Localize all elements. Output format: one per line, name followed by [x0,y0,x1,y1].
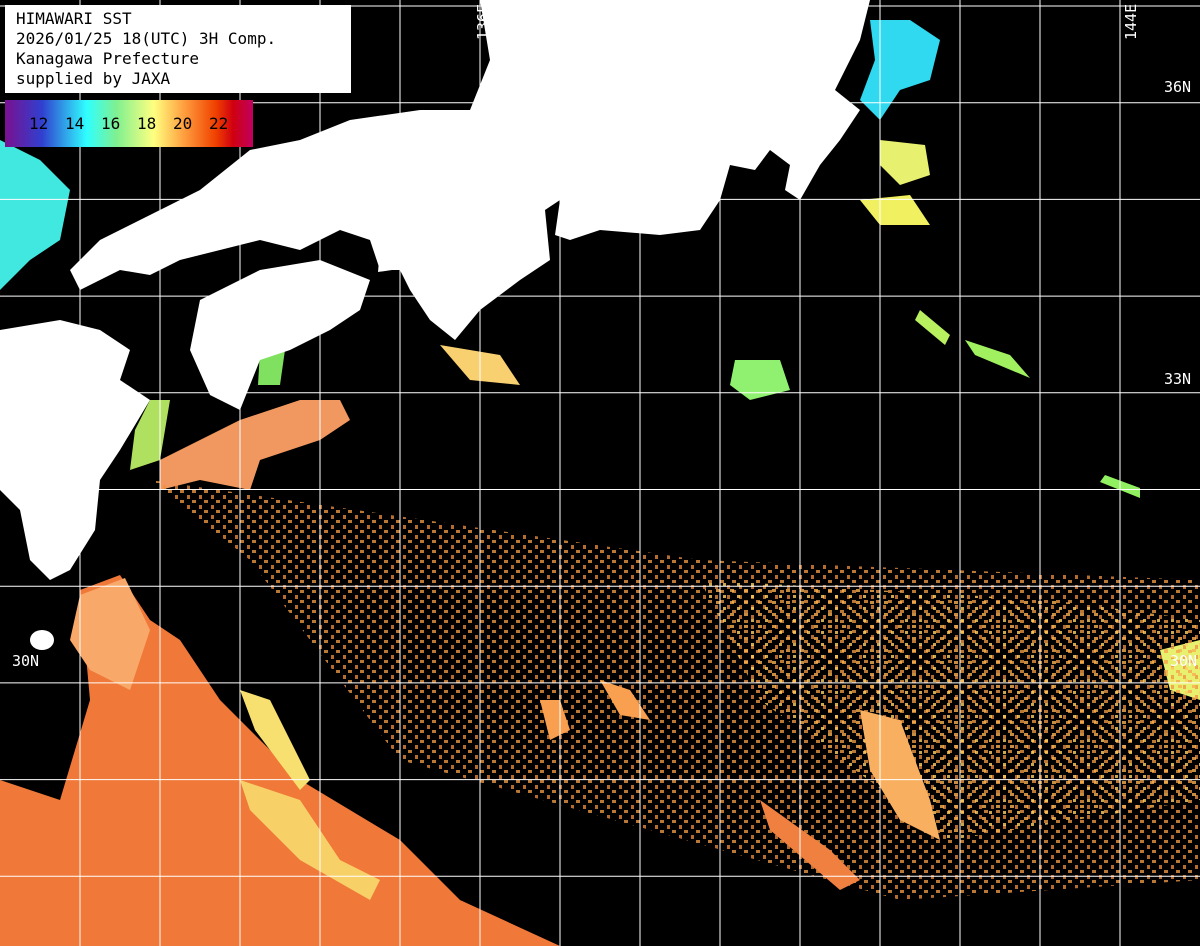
sst-patch-green-2 [915,310,950,345]
sst-patch-orange-band-3 [760,800,860,890]
lat-label-36n: 36N [1164,78,1192,96]
sst-patch-yellow-streak-2 [240,780,380,900]
title: HIMAWARI SST [16,9,132,28]
colorbar-tick: 14 [65,114,85,133]
sst-patch-green-shikoku [258,350,285,385]
sst-patch-green-3 [965,340,1030,378]
lon-label-136e: 136E [474,3,492,40]
sst-patch-yellow-kanto [880,140,930,185]
colorbar-tick: 20 [173,114,193,133]
sst-patch-orange-band-4 [600,680,650,720]
provider-prefecture: Kanagawa Prefecture [16,49,200,68]
sst-patch-yellow-izu [860,195,930,225]
kyushu [0,320,150,580]
colorbar-tick: 16 [101,114,121,133]
honshu [70,0,870,340]
title-box: HIMAWARI SST 2026/01/25 18(UTC) 3H Comp.… [5,5,351,93]
temperature-colorbar: 12 14 16 18 20 22 [5,100,253,147]
colorbar-tick: 22 [209,114,229,133]
sst-patch-cyan-kanto [860,20,940,120]
lon-label-144e: 144E [1122,3,1140,40]
awaji-island [378,245,395,272]
land [0,0,870,650]
lat-label-30n-right: 30N [1170,652,1198,670]
timestamp: 2026/01/25 18(UTC) 3H Comp. [16,29,277,48]
tanegashima-island [30,630,54,650]
sst-patch-speckled-east [700,580,1200,840]
colorbar-tick: 12 [29,114,49,133]
sst-patch-cyan-west [0,140,70,290]
sst-patch-orange-band-1 [540,700,570,740]
data-source: supplied by JAXA [16,69,171,88]
sst-patch-green-1 [730,360,790,400]
sst-patch-yellow-streak [240,690,310,790]
sst-patch-light-orange-nw [70,578,150,690]
sst-patch-orange-shelf [160,400,350,490]
lat-label-30n-left: 30N [12,652,40,670]
shikoku [190,260,370,410]
lat-label-33-left: 33 [12,370,31,388]
colorbar-tick: 18 [137,114,157,133]
lat-label-33n: 33N [1164,370,1192,388]
